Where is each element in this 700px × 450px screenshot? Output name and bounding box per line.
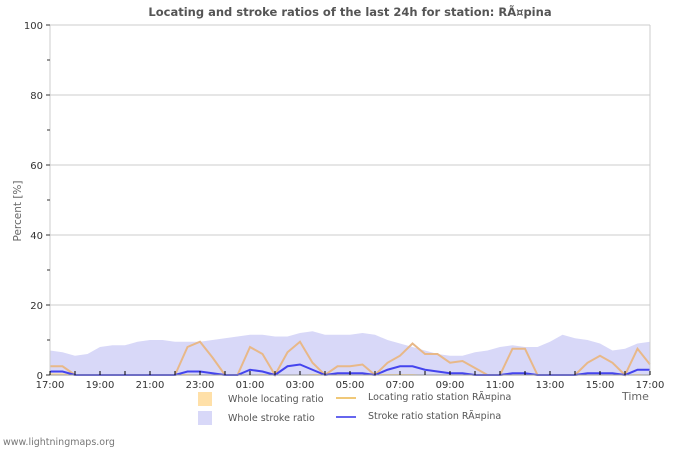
svg-text:01:00: 01:00: [236, 380, 265, 391]
svg-text:17:00: 17:00: [636, 380, 665, 391]
gridlines: [50, 24, 650, 306]
svg-text:0: 0: [37, 371, 43, 382]
svg-text:15:00: 15:00: [586, 380, 615, 391]
svg-text:21:00: 21:00: [136, 380, 165, 391]
chart-title: Locating and stroke ratios of the last 2…: [148, 5, 552, 19]
svg-text:80: 80: [30, 91, 43, 102]
legend-swatch-whole-locating: [198, 392, 212, 406]
legend-label-locating-station: Locating ratio station RÃ¤pina: [368, 392, 512, 403]
legend-locating-station: Locating ratio station RÃ¤pina: [336, 392, 511, 403]
legend-swatch-whole-stroke: [198, 411, 212, 425]
legend-swatch-locating-station: [336, 396, 356, 399]
legend-whole-stroke: Whole stroke ratio: [198, 411, 315, 425]
legend-label-whole-stroke: Whole stroke ratio: [228, 412, 315, 424]
y-axis-label: Percent [%]: [12, 180, 24, 242]
x-axis-ticks: 17:00 19:00 21:00 23:00 01:00 03:00 05:00 07:00…: [36, 371, 665, 391]
legend-label-whole-locating: Whole locating ratio: [228, 393, 324, 405]
svg-text:05:00: 05:00: [336, 380, 365, 391]
svg-text:11:00: 11:00: [486, 380, 515, 391]
legend-stroke-station: Stroke ratio station RÃ¤pina: [336, 411, 501, 422]
svg-text:20: 20: [30, 301, 43, 312]
legend-whole-locating: Whole locating ratio: [198, 392, 324, 406]
svg-text:17:00: 17:00: [36, 380, 65, 391]
plot-frame: [49, 25, 651, 376]
svg-text:03:00: 03:00: [286, 380, 315, 391]
svg-text:13:00: 13:00: [536, 380, 565, 391]
footer-link[interactable]: www.lightningmaps.org: [3, 437, 115, 448]
x-axis-label: Time: [622, 390, 649, 403]
legend-label-stroke-station: Stroke ratio station RÃ¤pina: [368, 411, 502, 422]
whole-stroke-area: [50, 331, 650, 375]
svg-text:23:00: 23:00: [186, 380, 215, 391]
svg-text:100: 100: [24, 21, 43, 32]
svg-text:09:00: 09:00: [436, 380, 465, 391]
legend-swatch-stroke-station: [336, 415, 356, 418]
svg-text:40: 40: [30, 231, 43, 242]
svg-text:60: 60: [30, 161, 43, 172]
svg-text:19:00: 19:00: [86, 380, 115, 391]
y-axis-ticks: 0 20 40 60 80 100: [24, 21, 50, 382]
svg-text:07:00: 07:00: [386, 380, 415, 391]
